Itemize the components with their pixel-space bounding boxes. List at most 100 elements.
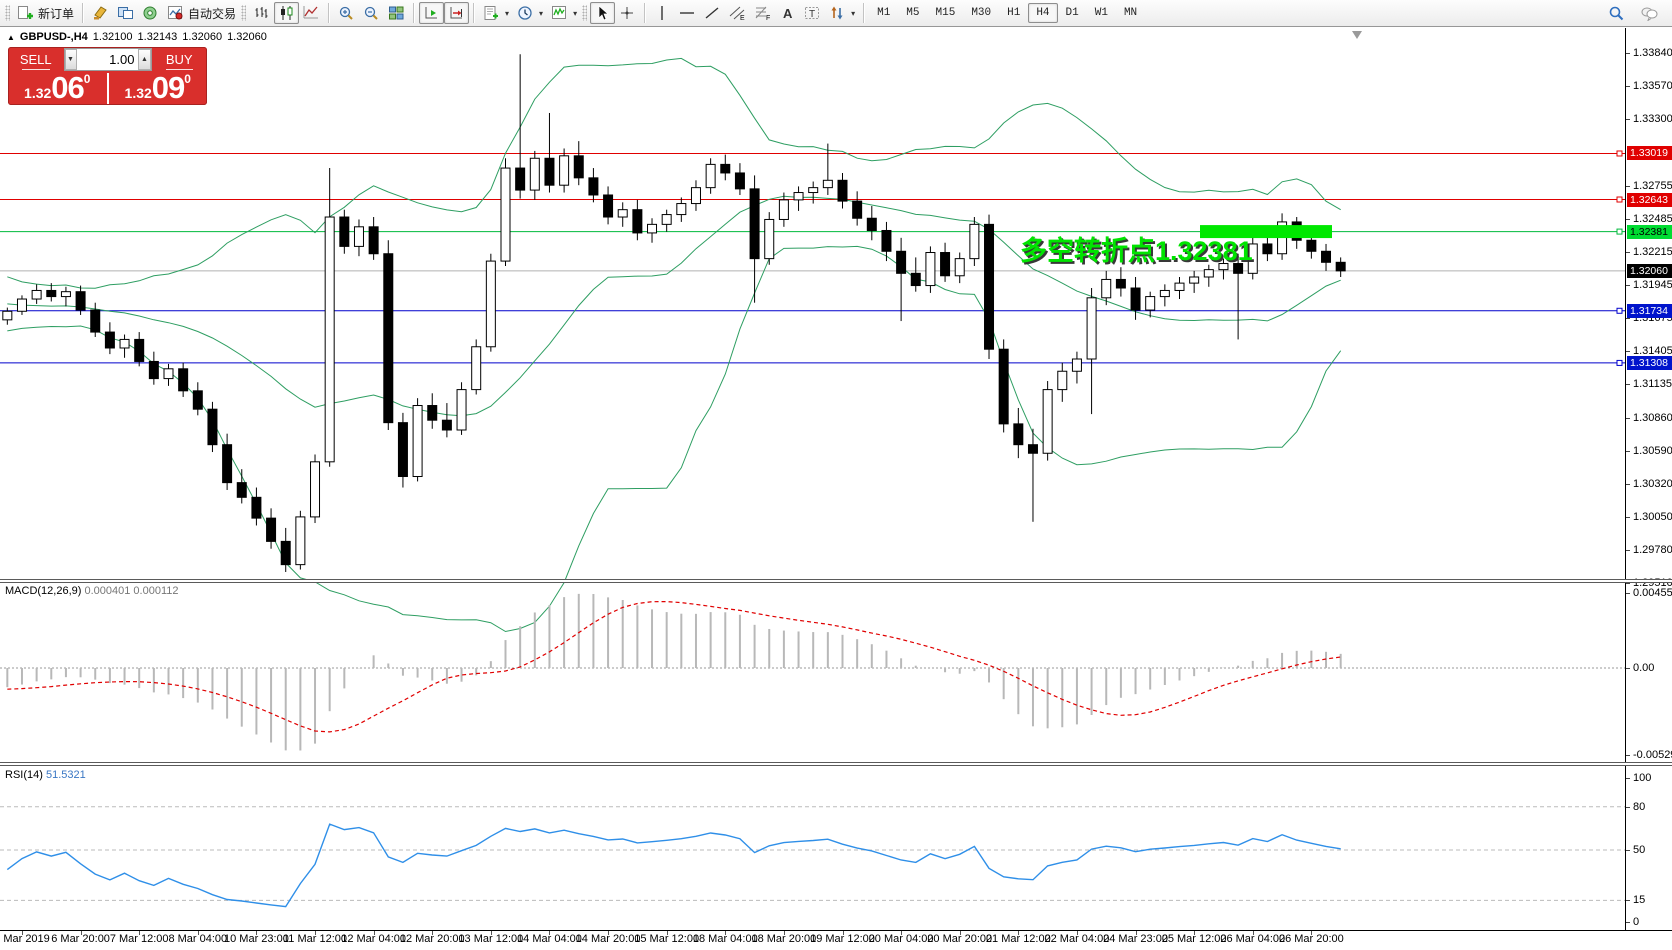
candle-body	[207, 408, 218, 446]
timeframe-mn-button[interactable]: MN	[1123, 7, 1138, 19]
line-chart-icon[interactable]	[299, 2, 324, 24]
price-tick-mark	[1626, 351, 1630, 353]
price-level-badge[interactable]: 1.31734	[1627, 303, 1672, 318]
styler-icon[interactable]	[88, 2, 113, 24]
fibonacci-icon[interactable]: F	[750, 2, 775, 24]
price-axis-tick: 1.32755	[1633, 179, 1672, 192]
volume-increase-button[interactable]: ▲	[138, 49, 151, 70]
macd-tick-mark	[1626, 755, 1630, 757]
indicators-icon[interactable]: ▾	[547, 2, 581, 24]
candlestick-chart-icon[interactable]	[274, 2, 300, 24]
panel-separator-rsi[interactable]	[0, 762, 1672, 766]
level-handle-1.31308[interactable]	[1616, 359, 1623, 366]
sell-button[interactable]: SELL	[8, 47, 64, 72]
candle-body	[222, 444, 233, 484]
toolbar-grip[interactable]	[582, 5, 588, 21]
volume-input[interactable]	[76, 49, 139, 70]
timeframe-m5-button[interactable]: M5	[906, 7, 920, 19]
price-tick-mark	[1626, 284, 1630, 286]
text-icon[interactable]: A	[775, 2, 800, 24]
new-order-button[interactable]: 新订单	[13, 2, 78, 24]
dropdown-caret-icon[interactable]: ▾	[851, 8, 856, 18]
autotrading-button[interactable]: 自动交易	[163, 2, 240, 24]
time-axis-label: 14 Mar 20:00	[575, 933, 641, 945]
bar-chart-icon[interactable]	[249, 2, 274, 24]
candle-body	[339, 216, 350, 247]
dropdown-caret-icon[interactable]: ▾	[505, 8, 510, 18]
cursor-icon[interactable]	[590, 2, 616, 24]
sell-price-small: 1.32	[24, 85, 52, 101]
price-level-badge[interactable]: 1.32643	[1627, 192, 1672, 207]
time-axis-label: 18 Mar 04:00	[692, 933, 758, 945]
dropdown-caret-icon[interactable]: ▾	[573, 8, 578, 18]
market-watch-icon[interactable]	[113, 2, 138, 24]
macd-tick-mark	[1626, 592, 1630, 594]
buy-button[interactable]: BUY	[152, 47, 208, 72]
level-handle-1.31734[interactable]	[1616, 307, 1623, 314]
buy-price[interactable]: 1.32 09 0	[109, 72, 208, 105]
price-level-badge[interactable]: 1.32381	[1627, 224, 1672, 239]
price-level-badge[interactable]: 1.33019	[1627, 146, 1672, 161]
templates-icon[interactable]: ▾	[479, 2, 513, 24]
price-level-badge[interactable]: 1.31308	[1627, 355, 1672, 370]
toolbar-grip[interactable]	[5, 5, 10, 21]
time-tick-mark	[373, 931, 375, 935]
candle-body	[368, 226, 379, 255]
dropdown-caret-icon[interactable]: ▾	[539, 8, 544, 18]
candle-body	[295, 516, 306, 566]
svg-text:A: A	[783, 6, 793, 21]
chat-icon[interactable]	[1637, 2, 1662, 24]
candle-body	[16, 298, 27, 312]
candle-body	[676, 203, 687, 216]
timeframe-m15-button[interactable]: M15	[935, 7, 956, 19]
candle-body	[353, 226, 364, 247]
crosshair-icon[interactable]	[615, 2, 640, 24]
rsi-value: 51.5321	[45, 769, 86, 781]
level-handle-1.32643[interactable]	[1616, 196, 1623, 203]
price-axis-border	[1625, 28, 1626, 931]
svg-text:E: E	[740, 15, 745, 21]
panel-separator-macd[interactable]	[0, 579, 1672, 583]
timeframe-w1-button[interactable]: W1	[1094, 7, 1108, 19]
timeframe-m1-button[interactable]: M1	[877, 7, 891, 19]
vertical-line-icon[interactable]	[650, 2, 675, 24]
toolbar-separator	[82, 3, 85, 23]
data-window-icon[interactable]	[138, 2, 163, 24]
time-tick-mark	[80, 931, 82, 935]
horizontal-line-icon[interactable]	[675, 2, 700, 24]
collapse-icon[interactable]: ▲	[7, 32, 15, 42]
candle-body	[529, 157, 540, 191]
arrows-icon[interactable]: ▾	[825, 2, 859, 24]
candle-body	[910, 272, 921, 287]
candle-body	[1013, 423, 1024, 446]
chart-annotation[interactable]: 多空转折点1.32381	[1020, 236, 1253, 266]
zoom-in-icon[interactable]	[334, 2, 359, 24]
timeframe-d1-button[interactable]: D1	[1065, 7, 1079, 19]
toolbar-grip[interactable]	[241, 5, 247, 21]
trendline-icon[interactable]	[700, 2, 725, 24]
zoom-out-icon[interactable]	[359, 2, 384, 24]
auto-scroll-icon[interactable]	[419, 2, 445, 24]
candle-body	[412, 405, 423, 478]
text-label-icon[interactable]: T	[800, 2, 825, 24]
timeframe-h1-button[interactable]: H1	[1007, 7, 1021, 19]
level-handle-1.32381[interactable]	[1616, 228, 1623, 235]
period-icon[interactable]: ▾	[513, 2, 547, 24]
sell-price[interactable]: 1.32 06 0	[8, 72, 107, 105]
equidistant-channel-icon[interactable]: E	[725, 2, 750, 24]
chart-shift-icon[interactable]	[444, 2, 470, 24]
time-axis-label: 10 Mar 23:00	[223, 933, 289, 945]
chart-shift-marker[interactable]	[1352, 31, 1362, 39]
toolbar-separator	[473, 3, 476, 23]
search-icon[interactable]	[1604, 2, 1629, 24]
tile-windows-icon[interactable]	[384, 2, 409, 24]
bollinger-upper-band	[7, 57, 1341, 289]
pivot-highlight-bar[interactable]	[1200, 225, 1332, 239]
level-handle-1.33019[interactable]	[1616, 150, 1623, 157]
timeframe-h4-button[interactable]: H4	[1028, 3, 1058, 23]
timeframe-m30-button[interactable]: M30	[971, 7, 992, 19]
macd-signal-line	[7, 600, 1341, 733]
volume-decrease-button[interactable]: ▼	[64, 49, 77, 70]
